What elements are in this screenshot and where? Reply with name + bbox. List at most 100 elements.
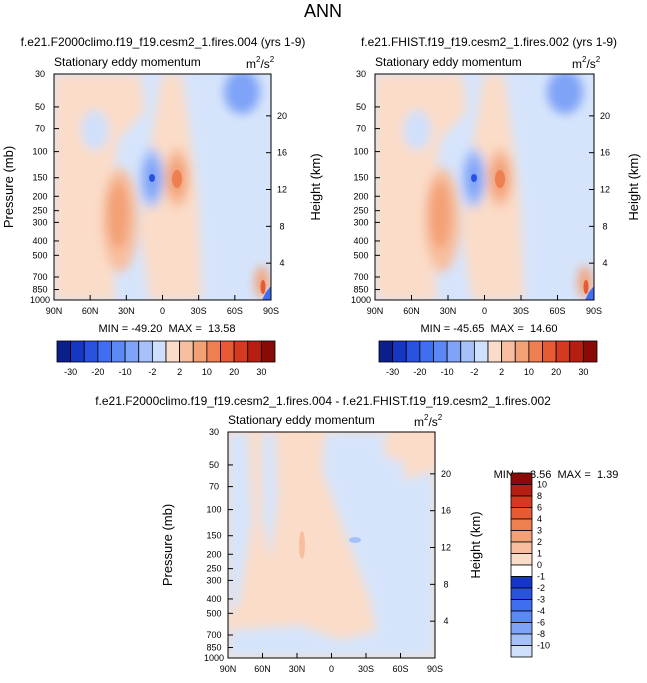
colorbar-label: -20 bbox=[91, 367, 104, 377]
colorbar-swatch bbox=[247, 340, 262, 363]
y-tick-label: 200 bbox=[353, 191, 368, 201]
panel-top-right: f.e21.FHIST.f19_f19.cesm2_1.fires.002 (y… bbox=[351, 35, 641, 335]
y-tick-label: 400 bbox=[206, 594, 221, 604]
colorbar-swatch bbox=[510, 507, 533, 520]
y-tick-label: 70 bbox=[35, 124, 45, 134]
colorbar-label: -10 bbox=[537, 641, 550, 651]
colorbar-swatch bbox=[111, 340, 126, 363]
colorbar-swatch bbox=[510, 541, 533, 554]
x-tick-label: 30S bbox=[513, 306, 529, 316]
colorbar-label: 3 bbox=[537, 526, 542, 536]
colorbar-swatch bbox=[192, 340, 208, 363]
colorbar-swatch bbox=[510, 645, 533, 658]
positive-region-west bbox=[54, 74, 145, 300]
units-label: m2/s2 bbox=[572, 55, 601, 71]
colorbar-swatch bbox=[83, 340, 99, 363]
panel-subtitle: Stationary eddy momentum bbox=[375, 55, 522, 69]
y-tick-label: 250 bbox=[206, 564, 221, 574]
negative-band-south bbox=[322, 432, 435, 658]
y-tick-label: 30 bbox=[356, 69, 366, 79]
y-right-tick-label: 20 bbox=[441, 469, 451, 479]
negative-polar-upper bbox=[224, 74, 260, 114]
colorbar-label: -20 bbox=[413, 367, 426, 377]
y-tick-label: 300 bbox=[353, 217, 368, 227]
y-tick-label: 700 bbox=[206, 630, 221, 640]
colorbar-swatch bbox=[555, 340, 571, 363]
colorbar-label: 2 bbox=[499, 367, 504, 377]
y-tick-label: 50 bbox=[356, 102, 366, 112]
colorbar-swatch bbox=[510, 576, 533, 589]
colorbar-label: -30 bbox=[64, 367, 77, 377]
negative-polar-upper bbox=[547, 74, 583, 114]
colorbar-swatch bbox=[510, 518, 533, 531]
y-right-tick-labels: 20 16 12 8 4 bbox=[266, 111, 287, 268]
colorbar-swatch bbox=[419, 340, 434, 363]
colorbar-swatch bbox=[138, 340, 153, 363]
colorbar-label: -2 bbox=[470, 367, 478, 377]
colorbar-label: 4 bbox=[537, 514, 542, 524]
negative-surface-sliver bbox=[585, 286, 594, 300]
colorbar-label: -10 bbox=[119, 367, 132, 377]
contour-field bbox=[375, 74, 594, 300]
colorbar-label: 10 bbox=[524, 367, 534, 377]
x-tick-label: 60S bbox=[549, 306, 565, 316]
colorbar-swatch bbox=[460, 340, 475, 363]
x-tick-label: 90N bbox=[367, 306, 384, 316]
y-tick-label: 70 bbox=[356, 124, 366, 134]
y-tick-label: 50 bbox=[35, 102, 45, 112]
positive-region-west bbox=[375, 74, 467, 300]
colorbar-swatch bbox=[510, 599, 533, 612]
negative-patch bbox=[349, 537, 361, 543]
colorbar-label: -6 bbox=[537, 618, 545, 628]
colorbar-top-right: -30 -20 -10 -2 2 10 20 30 bbox=[378, 340, 598, 377]
colorbar-swatch bbox=[56, 340, 72, 363]
y-right-tick-label: 16 bbox=[277, 148, 287, 158]
y-right-axis-label: Height (km) bbox=[468, 511, 483, 578]
min-max-stats: MIN = -45.65 MAX = 14.60 bbox=[421, 323, 558, 335]
y-right-tick-label: 16 bbox=[441, 506, 451, 516]
x-tick-label: 90S bbox=[586, 306, 602, 316]
x-tick-label: 60S bbox=[392, 664, 408, 674]
x-tick-label: 0 bbox=[329, 664, 334, 674]
y-tick-label: 150 bbox=[32, 173, 47, 183]
colorbar-swatch bbox=[233, 340, 249, 363]
panel-top-left: f.e21.F2000climo.f19_f19.cesm2_1.fires.0… bbox=[1, 35, 323, 335]
y-tick-label: 200 bbox=[32, 191, 47, 201]
contour-field bbox=[228, 432, 435, 658]
colorbar-top-left: -30 -20 -10 -2 2 10 20 30 bbox=[56, 340, 276, 377]
y-tick-label: 400 bbox=[32, 236, 47, 246]
x-tick-label: 0 bbox=[482, 306, 487, 316]
negative-surface-band bbox=[228, 625, 435, 658]
positive-jet-core bbox=[172, 170, 182, 188]
colorbar-swatch bbox=[528, 340, 543, 363]
y-right-tick-label: 4 bbox=[443, 616, 448, 626]
colorbar-swatch bbox=[405, 340, 421, 363]
x-tick-label: 90N bbox=[220, 664, 237, 674]
y-tick-label: 70 bbox=[209, 482, 219, 492]
colorbar-label: 1 bbox=[537, 549, 542, 559]
y-tick-label: 300 bbox=[206, 575, 221, 585]
colorbar-swatch bbox=[510, 484, 533, 497]
colorbar-swatch bbox=[206, 340, 221, 363]
negative-strip-1 bbox=[262, 432, 278, 560]
y-tick-label: 500 bbox=[32, 250, 47, 260]
y-axis-label: Pressure (mb) bbox=[160, 504, 175, 586]
colorbar-label: -30 bbox=[386, 367, 399, 377]
colorbar-swatch bbox=[433, 340, 448, 363]
positive-surface-core bbox=[260, 280, 266, 294]
y-tick-label: 1000 bbox=[351, 295, 371, 305]
colorbar-swatch bbox=[510, 564, 533, 577]
y-tick-label: 100 bbox=[32, 147, 47, 157]
colorbar-swatch bbox=[151, 340, 167, 363]
colorbar-swatch bbox=[487, 340, 503, 363]
y-tick-label: 500 bbox=[353, 250, 368, 260]
colorbar-swatch bbox=[542, 340, 557, 363]
y-tick-label: 250 bbox=[32, 206, 47, 216]
x-tick-label: 60N bbox=[254, 664, 271, 674]
colorbar-swatch bbox=[392, 340, 407, 363]
colorbar-swatch bbox=[510, 495, 533, 508]
colorbar-label: 20 bbox=[551, 367, 561, 377]
x-tick-labels: 90N 60N 30N 0 30S 60S 90S bbox=[220, 653, 443, 674]
